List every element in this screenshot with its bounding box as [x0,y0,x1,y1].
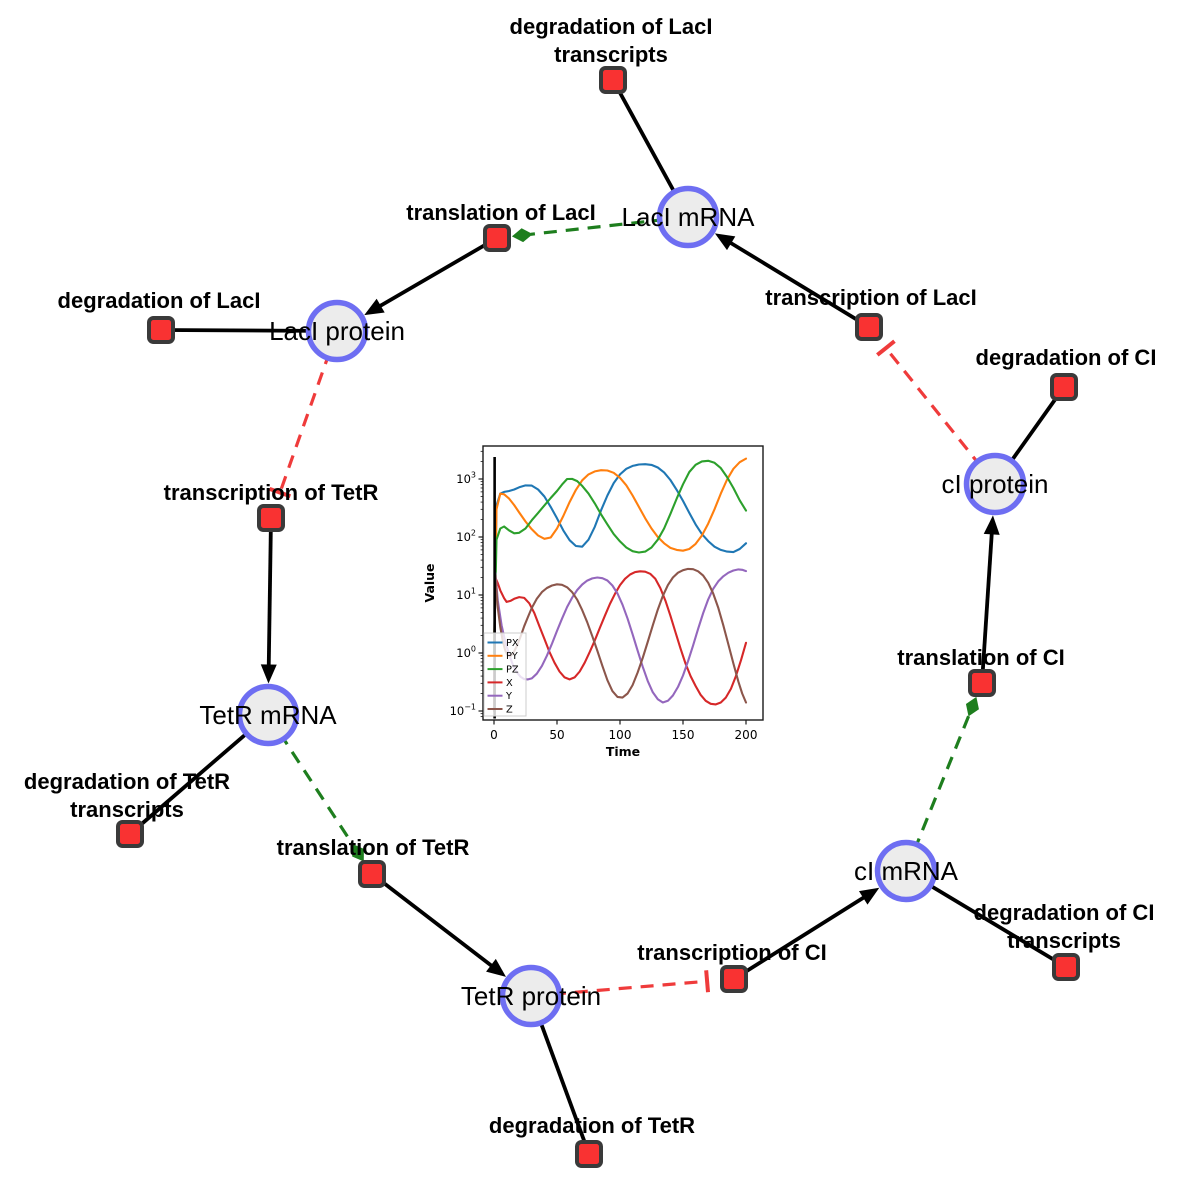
x-tick-label: 100 [609,728,632,742]
legend-label-Z: Z [506,704,513,715]
reaction-node-transl-tetr[interactable] [358,860,386,888]
y-tick-label: 100 [456,645,476,661]
reaction-label-deg-ci-tx: transcripts [1007,928,1121,953]
modifier-diamond-icon [965,696,979,717]
y-tick-label: 101 [456,587,476,603]
reaction-node-txn-ci[interactable] [720,965,748,993]
y-axis-label: Value [422,563,437,602]
arrowhead-icon [983,515,1000,535]
reaction-label-deg-laci-tx: transcripts [554,42,668,67]
reaction-label-deg-ci-tx: degradation of CI [974,900,1155,925]
inhibitor-tee-icon [876,339,896,357]
reaction-label-txn-laci: transcription of LacI [765,285,976,310]
arrowhead-icon [260,664,277,684]
legend-label-Y: Y [505,691,512,702]
legend-label-PY: PY [506,651,518,662]
x-tick-label: 200 [735,728,758,742]
legend-label-PZ: PZ [506,665,519,676]
reaction-node-deg-ci[interactable] [1050,373,1078,401]
edge-transl-laci-laci-protein[interactable] [364,236,498,316]
reaction-label-txn-tetr: transcription of TetR [164,480,379,505]
reaction-node-deg-laci-tx[interactable] [599,66,627,94]
species-node-laci-protein[interactable] [305,299,369,363]
species-label-laci-mrna: LacI mRNA [622,202,756,232]
edge-transl-tetr-tetr-protein[interactable] [370,872,507,977]
reaction-node-deg-tetr-tx[interactable] [116,820,144,848]
reaction-label-transl-ci: translation of CI [897,645,1064,670]
reaction-node-txn-tetr[interactable] [257,504,285,532]
y-tick-label: 10−1 [450,703,476,719]
series-PY [492,457,748,655]
modifier-diamond-icon [511,228,533,243]
species-node-tetr-mrna[interactable] [236,683,300,747]
species-label-ci-protein: cI protein [942,469,1049,499]
edge-txn-laci-laci-mrna[interactable] [714,233,870,329]
arrowhead-icon [858,887,880,905]
series-PZ [492,459,748,655]
x-tick-label: 50 [549,728,564,742]
reaction-label-deg-laci: degradation of LacI [58,288,261,313]
legend: PX PY PZ XYZ [483,632,527,717]
reaction-label-txn-ci: transcription of CI [637,940,826,965]
inhibitor-tee-icon [704,970,711,993]
reaction-node-transl-laci[interactable] [483,224,511,252]
reaction-label-deg-tetr-tx: transcripts [70,797,184,822]
reaction-label-transl-laci: translation of LacI [406,200,595,225]
reaction-node-deg-tetr[interactable] [575,1140,603,1168]
reaction-label-deg-laci-tx: degradation of LacI [510,14,713,39]
species-node-tetr-protein[interactable] [499,964,563,1028]
y-tick-label: 102 [456,529,476,545]
legend-label-PX: PX [506,638,519,649]
species-node-ci-mrna[interactable] [874,839,938,903]
arrowhead-icon [486,958,507,977]
edge-txn-tetr-tetr-mrna[interactable] [260,517,277,684]
reaction-label-transl-tetr: translation of TetR [277,835,470,860]
edge-transl-ci-ci-protein[interactable] [980,515,1000,684]
species-node-ci-protein[interactable] [963,452,1027,516]
x-axis-label: Time [606,744,640,759]
series-X [492,570,748,713]
reaction-node-deg-laci[interactable] [147,316,175,344]
species-label-tetr-protein: TetR protein [461,981,601,1011]
species-node-laci-mrna[interactable] [656,185,720,249]
species-label-ci-mrna: cI mRNA [854,856,959,886]
edge-txn-ci-ci-mrna[interactable] [732,887,880,981]
legend-label-X: X [506,678,513,689]
reaction-label-deg-tetr-tx: degradation of TetR [24,769,230,794]
x-tick-label: 150 [672,728,695,742]
arrowhead-icon [364,298,385,316]
nodes-layer [116,66,1080,1168]
reaction-label-deg-tetr: degradation of TetR [489,1113,695,1138]
y-tick-label: 103 [456,471,476,487]
legend-box [483,632,527,717]
reaction-node-txn-laci[interactable] [855,313,883,341]
modifier-diamond-icon [352,843,364,862]
labels-layer: degradation of LacI transcripts translatio… [24,14,1157,1138]
species-label-tetr-mrna: TetR mRNA [199,700,337,730]
inhibitor-tee-icon [268,486,292,499]
reaction-node-transl-ci[interactable] [968,669,996,697]
species-label-laci-protein: LacI protein [269,316,405,346]
reaction-label-deg-ci: degradation of CI [976,345,1157,370]
arrowhead-icon [714,233,736,251]
reaction-node-deg-ci-tx[interactable] [1052,953,1080,981]
x-tick-label: 0 [490,728,498,742]
